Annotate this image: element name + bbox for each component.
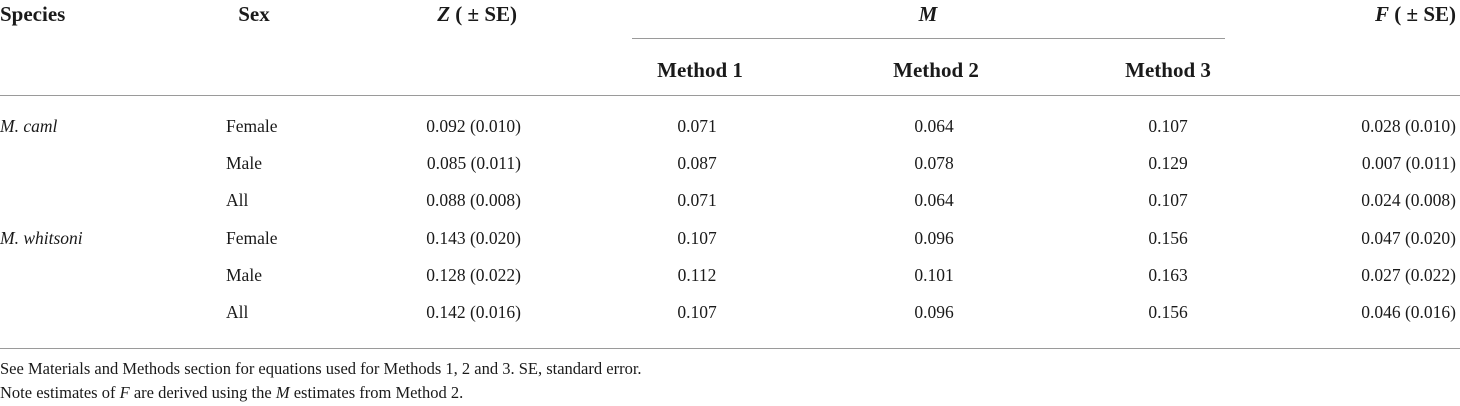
cell-z: 0.142 (0.016) (426, 302, 521, 322)
cell-method-2: 0.096 (914, 227, 954, 248)
cell-sex: All (226, 190, 249, 211)
footnote: Note estimates of F are derived using th… (0, 382, 463, 404)
footnote-text: are derived using the (129, 383, 276, 402)
header-method: Method 2 (893, 58, 979, 82)
cell-f: 0.024 (0.008) (1361, 190, 1456, 211)
cell-z: 0.088 (0.008) (426, 190, 521, 211)
m-span-rule (632, 38, 1225, 39)
cell-method-2: 0.064 (914, 190, 954, 211)
cell-sex: All (226, 302, 249, 322)
footnote-text: estimates from Method 2. (289, 383, 464, 402)
cell-species: M. whitsoni (0, 227, 83, 248)
header-z-suffix: ( ± SE) (450, 2, 517, 26)
cell-method-2: 0.096 (914, 302, 954, 322)
cell-species: M. caml (0, 116, 58, 136)
cell-method-3: 0.156 (1148, 302, 1188, 322)
cell-z: 0.092 (0.010) (426, 116, 521, 136)
cell-sex: Male (226, 153, 262, 174)
cell-method-1: 0.107 (677, 227, 717, 248)
cell-z: 0.128 (0.022) (426, 264, 521, 285)
cell-method-3: 0.129 (1148, 153, 1188, 174)
cell-method-1: 0.087 (677, 153, 717, 174)
cell-method-2: 0.078 (914, 153, 954, 174)
header-f-suffix: ( ± SE) (1389, 2, 1456, 26)
cell-z: 0.143 (0.020) (426, 227, 521, 248)
header-z: Z ( ± SE) (437, 1, 517, 27)
cell-method-1: 0.107 (677, 302, 717, 322)
cell-method-1: 0.071 (677, 116, 717, 136)
cell-sex: Male (226, 264, 262, 285)
cell-sex: Female (226, 227, 278, 248)
header-species: Species (0, 2, 66, 26)
header-rule (0, 95, 1460, 96)
cell-f: 0.047 (0.020) (1361, 227, 1456, 248)
cell-f: 0.046 (0.016) (1361, 302, 1456, 322)
cell-method-3: 0.107 (1148, 190, 1188, 211)
header-sex: Sex (238, 2, 270, 26)
cell-f: 0.028 (0.010) (1361, 116, 1456, 136)
cell-method-1: 0.112 (677, 264, 717, 285)
footnote-text: Note estimates of (0, 383, 120, 402)
cell-z: 0.085 (0.011) (426, 153, 521, 174)
cell-method-3: 0.163 (1148, 264, 1188, 285)
bottom-rule (0, 348, 1460, 349)
footnote-symbol: F (119, 383, 130, 402)
cell-f: 0.027 (0.022) (1361, 264, 1456, 285)
header-m: M (918, 2, 938, 26)
header-method: Method 3 (1125, 58, 1211, 82)
cell-method-2: 0.101 (914, 264, 954, 285)
cell-f: 0.007 (0.011) (1361, 153, 1456, 174)
cell-method-3: 0.107 (1148, 116, 1188, 136)
header-method: Method 1 (657, 58, 743, 82)
cell-method-2: 0.064 (914, 116, 954, 136)
header-f: F ( ± SE) (1375, 1, 1456, 27)
header-f-symbol: F (1375, 2, 1390, 26)
cell-method-3: 0.156 (1148, 227, 1188, 248)
footnote-symbol: M (275, 383, 290, 402)
cell-sex: Female (226, 116, 278, 136)
header-z-symbol: Z (437, 2, 451, 26)
footnote: See Materials and Methods section for eq… (0, 358, 642, 380)
cell-method-1: 0.071 (677, 190, 717, 211)
footnote-text: See Materials and Methods section for eq… (0, 359, 642, 378)
